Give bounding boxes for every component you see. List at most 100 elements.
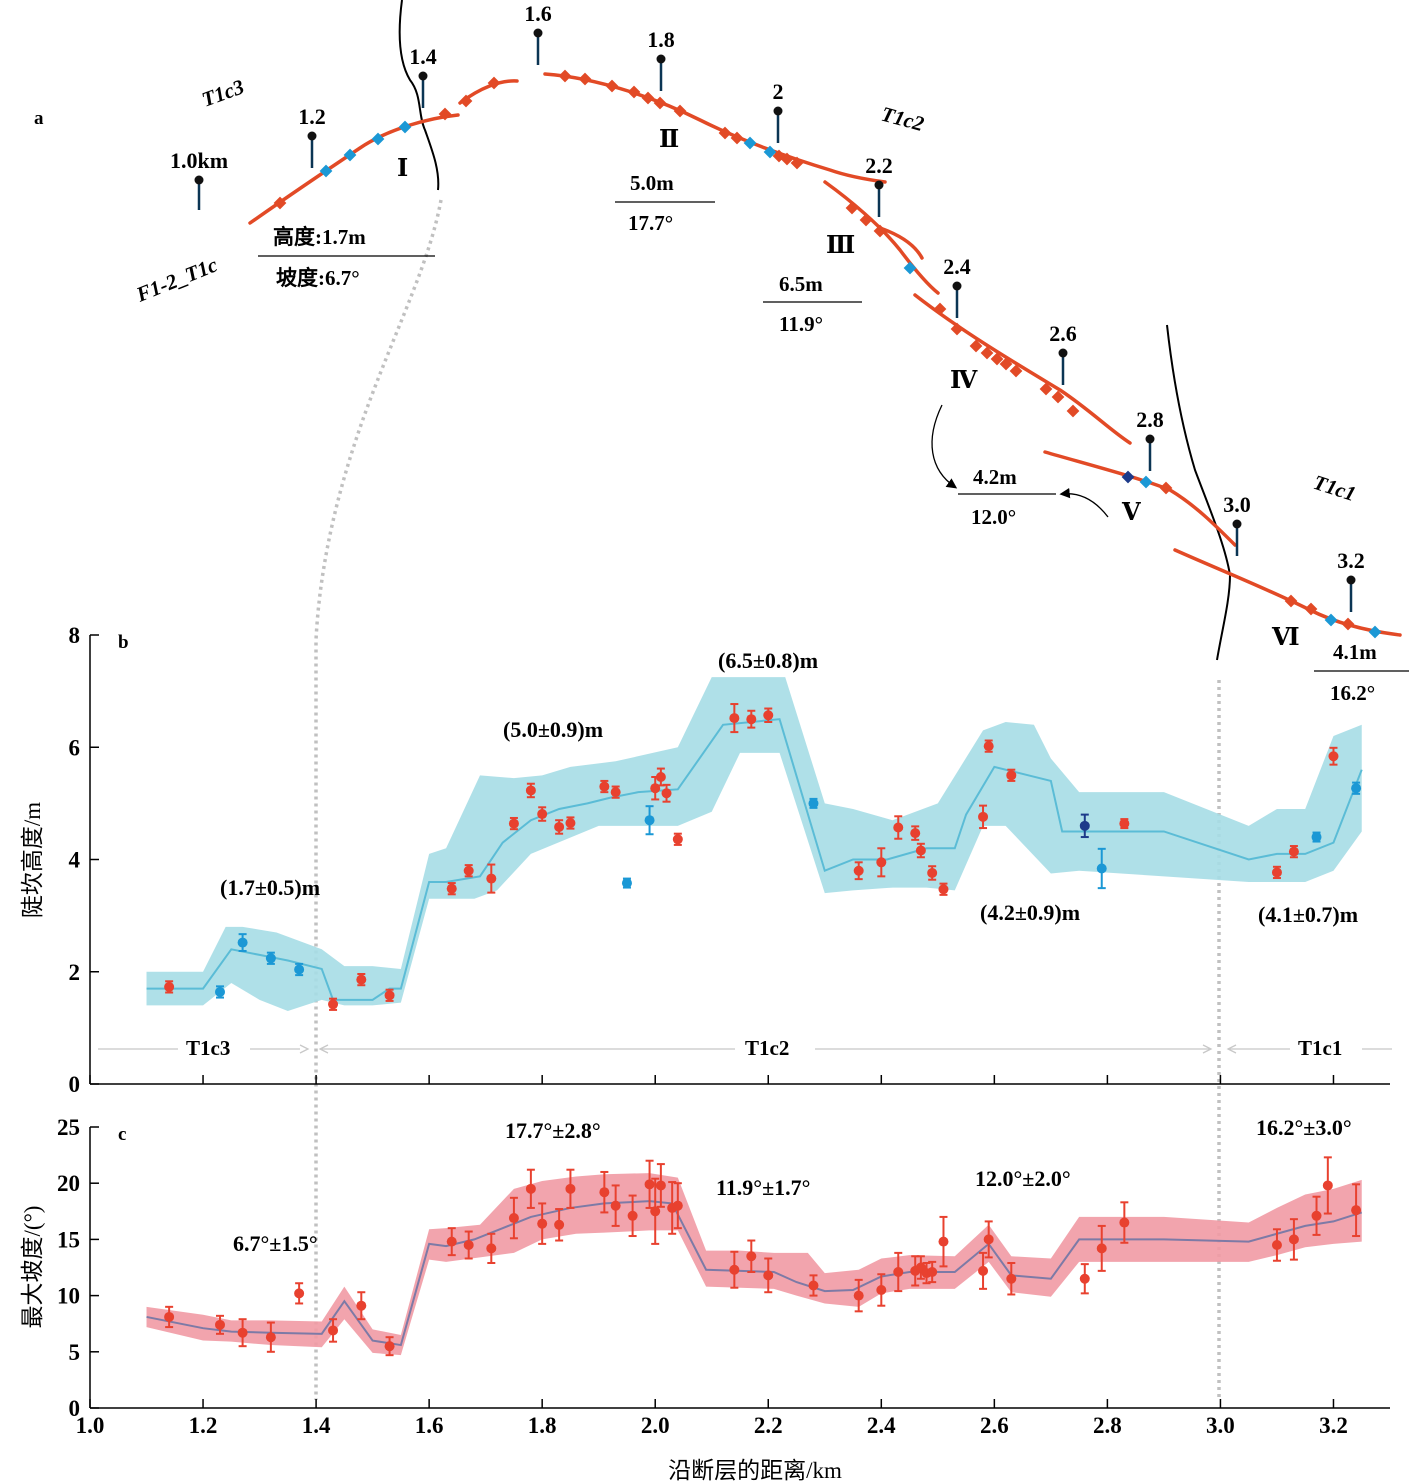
km-marker-label: 2.6 [1049,321,1077,346]
data-point [1096,847,1107,890]
data-point [1328,746,1339,766]
measurement-diamond [933,302,947,316]
unit-boundary-left [398,0,440,191]
data-point [1006,1262,1017,1296]
x-tick-label: 1.2 [189,1413,218,1438]
data-marker [215,986,225,997]
measurement-diamond [319,164,333,178]
data-marker [486,873,497,884]
arrow-segment-5 [1059,487,1109,518]
unit-range-t1c3: T1c3 [186,1036,230,1060]
data-point [1311,831,1322,843]
measurement-diamond [273,196,287,210]
data-point [565,1168,576,1209]
data-marker [893,822,904,833]
unit-range-t1c1: T1c1 [1298,1036,1342,1060]
data-marker [983,1234,994,1245]
measurement-diamond [438,107,452,121]
data-marker [537,809,548,820]
data-marker [1096,1243,1107,1254]
data-marker [746,714,757,725]
data-marker [978,811,989,822]
panel-b-scarp-height: b 0 2 4 6 8 陡坎高度/m (1.7±0.5)m (5.0±0.9)m (6.… [20,623,1392,1097]
measurement-diamond [1121,470,1135,484]
data-point [356,1291,367,1321]
measurement-diamond [605,79,619,93]
correlation-line-1-4 [314,199,443,1400]
data-marker [927,1266,938,1277]
y-tick-label: 20 [57,1171,80,1196]
km-marker-pin [773,106,783,116]
arrow-segment-4 [931,404,958,489]
data-point [537,806,548,822]
segment-4-height: 4.2m [973,465,1017,489]
y-tick-label: 10 [57,1284,80,1309]
data-point [610,1184,621,1227]
data-marker [446,883,457,894]
data-point [164,1305,175,1329]
measurement-diamond [558,69,572,83]
fault-segment-7 [1173,548,1402,637]
data-marker [384,990,395,1001]
x-tick-label: 2.4 [867,1413,896,1438]
fault-trace [248,72,1402,637]
data-marker [763,710,774,721]
x-tick-label: 2.2 [754,1413,783,1438]
panel-c-max-slope: c 0 5 10 15 20 25 1.0 1.2 1.4 1.6 1.8 2.0 2.2 2.4 2.6 2… [20,1115,1390,1483]
segment-numeral-3: Ⅲ [826,233,855,259]
data-point [1288,845,1299,859]
data-marker [610,1200,621,1211]
data-point [746,709,757,729]
y-tick-label: 4 [69,848,81,873]
slope-y-axis-label: 最大坡度/(°) [20,1206,45,1329]
data-marker [356,974,367,985]
km-marker-label: 1.6 [524,1,552,26]
data-marker [983,741,994,752]
data-marker [655,1180,666,1191]
data-marker [328,999,339,1010]
data-marker [1119,818,1130,829]
km-marker-label: 1.4 [409,44,437,69]
measurement-diamond [950,322,964,336]
data-marker [1096,863,1107,874]
unit-range-t1c2: T1c2 [745,1036,789,1060]
y-tick-label: 0 [69,1072,81,1097]
km-marker-pin [1346,575,1356,585]
data-marker [554,1219,565,1230]
data-point [215,1314,225,1335]
data-marker [1351,1205,1362,1216]
data-point [621,877,632,889]
fault-segment-4 [823,180,940,295]
measurement-diamond [398,120,412,134]
data-marker [876,1284,887,1295]
data-point [729,1250,740,1289]
data-marker [672,834,683,845]
data-point [876,1273,887,1307]
data-point [729,703,740,734]
data-marker [463,865,474,876]
slope-annotation-1: 6.7°±1.5° [233,1231,318,1256]
data-marker [729,713,740,724]
measurement-diamond [1139,475,1153,489]
slope-annotation-3: 11.9°±1.7° [716,1175,810,1200]
segment-numeral-1: Ⅰ [397,156,408,182]
data-marker [1288,846,1299,857]
data-marker [599,781,610,792]
km-marker-pin [194,175,204,185]
data-marker [294,1288,305,1299]
measurement-diamond [859,213,873,227]
data-point [1311,1195,1322,1236]
data-point [927,1260,938,1284]
y-tick-label: 2 [69,960,81,985]
data-point [853,1278,864,1313]
data-marker [1311,1210,1322,1221]
x-tick-label: 2.0 [641,1413,670,1438]
data-marker [384,1341,395,1352]
data-marker [265,953,276,964]
data-marker [627,1210,638,1221]
data-point [486,1232,497,1265]
x-axis-label: 沿断层的距离/km [668,1458,842,1483]
segment-4-slope: 12.0° [971,505,1016,529]
uncertainty-band-area [146,677,1362,1012]
data-marker [1351,783,1362,794]
